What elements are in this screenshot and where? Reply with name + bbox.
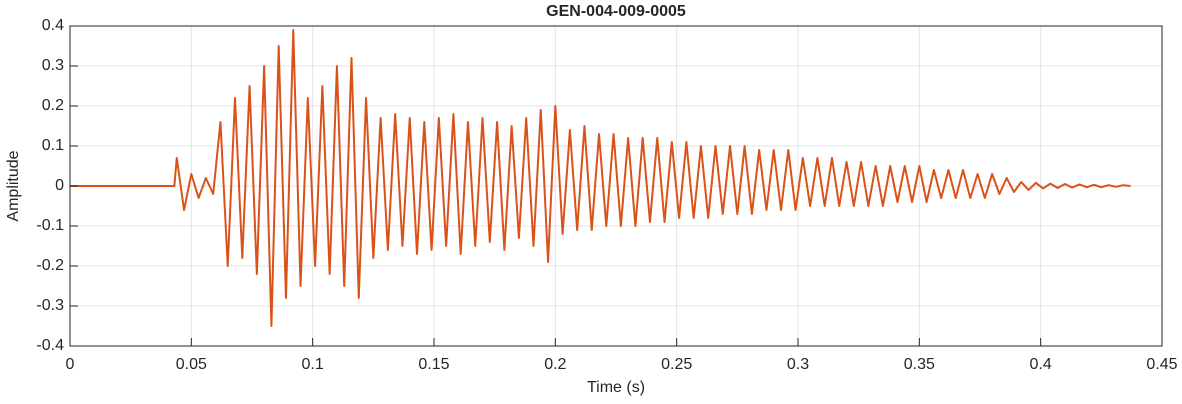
x-tick-label: 0.3: [787, 356, 809, 373]
x-tick-label: 0.2: [544, 356, 566, 373]
x-tick-label: 0: [66, 356, 75, 373]
x-tick-label: 0.15: [418, 356, 449, 373]
y-tick-label: 0.3: [42, 57, 64, 74]
x-tick-label: 0.35: [904, 356, 935, 373]
x-axis-label: Time (s): [587, 379, 645, 396]
plot-data: [70, 29, 1131, 327]
y-axis-label: Amplitude: [5, 150, 22, 221]
y-tick-label: 0.2: [42, 97, 64, 114]
chart-title: GEN-004-009-0005: [546, 3, 686, 20]
y-tick-label: -0.2: [36, 257, 64, 274]
waveform-line: [70, 29, 1131, 327]
y-tick-label: -0.1: [36, 217, 64, 234]
x-tick-label: 0.05: [176, 356, 207, 373]
y-tick-label: -0.4: [36, 337, 64, 354]
x-tick-label: 0.4: [1030, 356, 1052, 373]
y-tick-label: -0.3: [36, 297, 64, 314]
y-tick-label: 0: [55, 177, 64, 194]
ticks: 0 0.05 0.1 0.15 0.2 0.25 0.3 0.35 0.4 0.45 -0.4 -0.…: [36, 17, 1177, 373]
x-tick-label: 0.25: [661, 356, 692, 373]
x-tick-label: 0.1: [302, 356, 324, 373]
y-tick-label: 0.1: [42, 137, 64, 154]
x-tick-label: 0.45: [1146, 356, 1177, 373]
y-tick-label: 0.4: [42, 17, 64, 34]
